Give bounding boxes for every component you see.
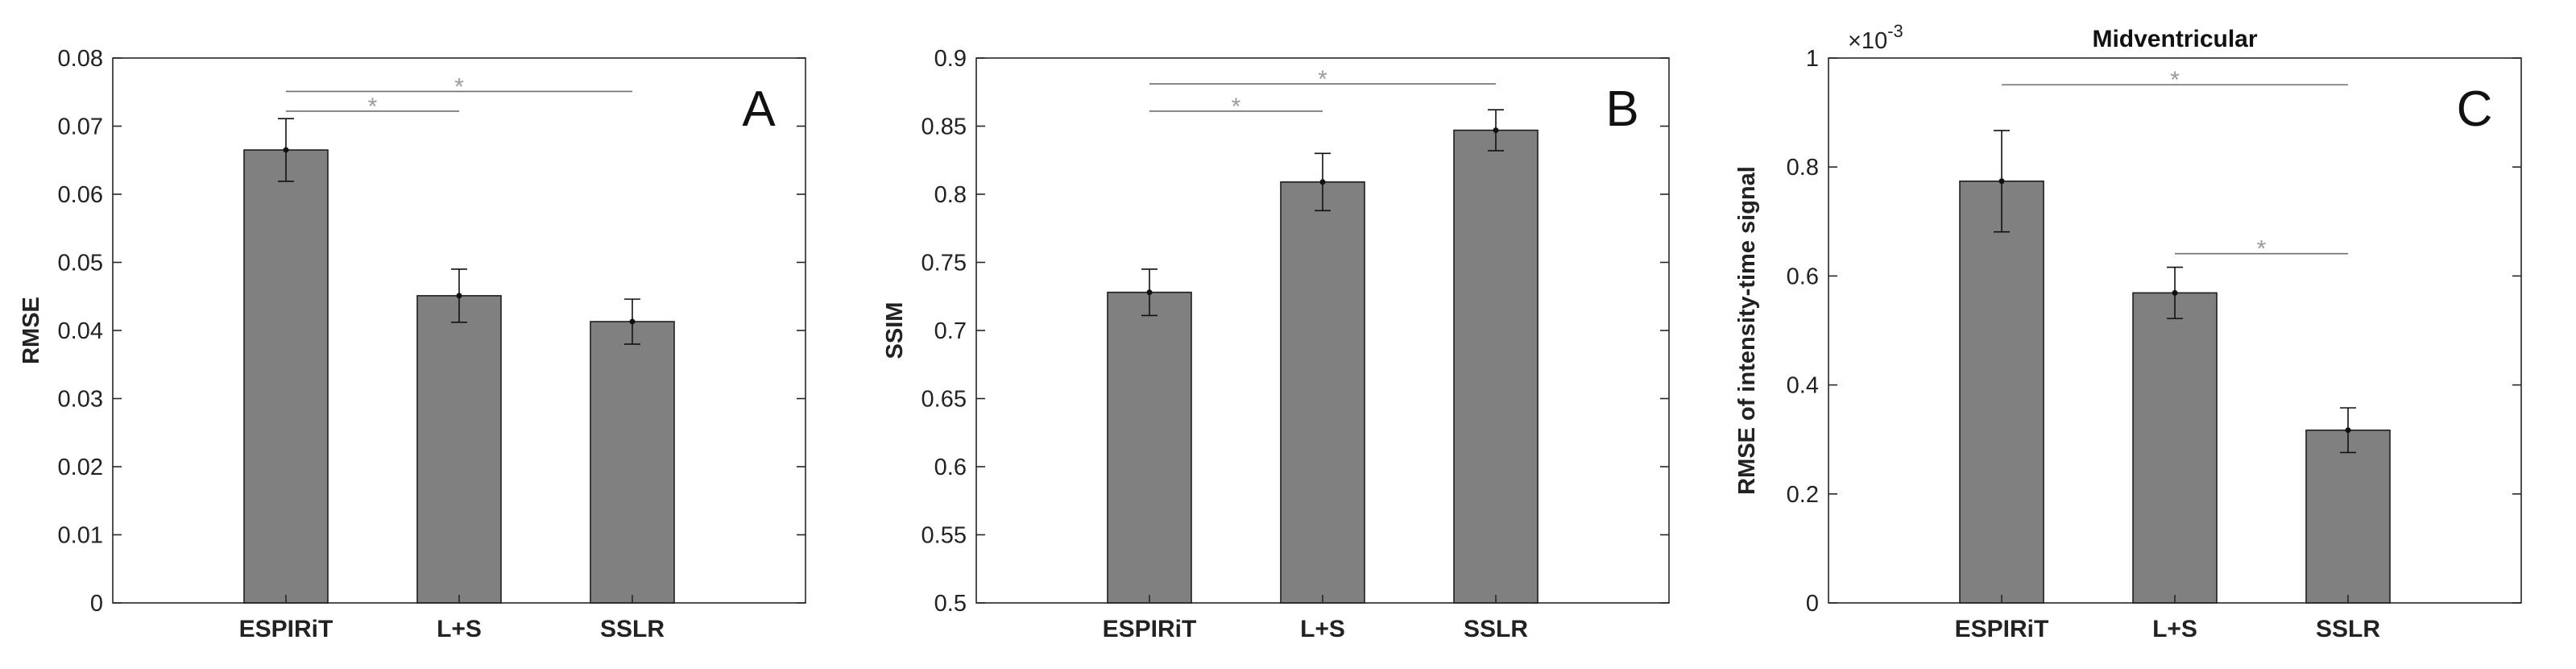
x-tick-label: SSLR (1464, 616, 1528, 642)
x-tick-label: SSLR (600, 616, 665, 642)
y-tick-label: 1 (1806, 46, 1819, 72)
bar-espirit (1959, 180, 2044, 604)
y-tick-label: 0.2 (1787, 482, 1819, 508)
significance-marker: * (368, 93, 378, 120)
y-tick-label: 0.01 (58, 523, 103, 549)
y-tick-label: 0.75 (921, 251, 967, 276)
y-axis-label: RMSE of intensity-time signal (1734, 166, 1760, 495)
x-tick-label: ESPIRiT (1103, 616, 1197, 642)
y-tick-label: 0 (1806, 591, 1819, 617)
significance-marker: * (454, 73, 464, 100)
mean-point (283, 147, 289, 153)
bar-espirit (243, 149, 329, 604)
chart-title: Midventricular (2092, 26, 2257, 52)
significance-marker: * (1232, 93, 1241, 120)
y-tick-label: 0.5 (934, 591, 967, 617)
panel-label: A (742, 81, 776, 137)
y-tick-label: 0.04 (58, 318, 103, 344)
bar-ls (2132, 292, 2218, 604)
x-tick-label: L+S (2152, 616, 2197, 642)
y-tick-label: 0.02 (58, 455, 103, 480)
y-tick-label: 0.06 (58, 182, 103, 208)
chart-panel-c: 0 0.2 0.4 0.6 0.8 1 ×10-3 RMSE of intensity-tim… (1734, 21, 2522, 642)
y-tick-label: 0 (90, 591, 103, 617)
bar-ls (416, 295, 502, 604)
y-axis-label: SSIM (882, 302, 908, 359)
mean-point (456, 293, 462, 299)
y-tick-label: 0.55 (921, 523, 967, 549)
panel-label: C (2457, 81, 2493, 137)
x-tick-label: ESPIRiT (1955, 616, 2049, 642)
x-tick-label: L+S (437, 616, 482, 642)
panel-label: B (1605, 81, 1638, 137)
chart-panel-b: 0.5 0.55 0.6 0.65 0.7 0.75 0.8 0.85 0.9 SSIM ESPIR… (882, 46, 1670, 642)
y-axis-exponent: ×10-3 (1848, 21, 1903, 54)
y-tick-label: 0.08 (58, 46, 103, 72)
y-tick-label: 0.6 (1787, 264, 1819, 289)
mean-point (2172, 289, 2178, 296)
y-tick-label: 0.07 (58, 114, 103, 140)
y-tick-label: 0.85 (921, 114, 967, 140)
x-tick-label: L+S (1300, 616, 1345, 642)
bar-ls (1280, 181, 1365, 604)
mean-point (1998, 178, 2005, 185)
bar-sslr (590, 321, 675, 604)
y-tick-label: 0.6 (934, 455, 967, 480)
mean-point (1493, 127, 1499, 134)
y-tick-label: 0.7 (934, 318, 967, 344)
y-tick-label: 0.05 (58, 251, 103, 276)
y-tick-label: 0.8 (934, 182, 967, 208)
bar-espirit (1107, 291, 1192, 604)
y-tick-label: 0.8 (1787, 155, 1819, 181)
y-tick-label: 0.4 (1787, 373, 1819, 399)
y-tick-label: 0.03 (58, 387, 103, 413)
mean-point (1319, 179, 1326, 185)
significance-marker: * (2170, 67, 2180, 93)
bar-sslr (1453, 129, 1539, 604)
mean-point (1146, 289, 1153, 296)
y-tick-label: 0.65 (921, 387, 967, 413)
bar-sslr (2305, 429, 2391, 604)
significance-marker: * (1318, 66, 1327, 93)
significance-marker: * (2257, 236, 2267, 263)
x-tick-label: ESPIRiT (239, 616, 333, 642)
x-tick-label: SSLR (2316, 616, 2380, 642)
y-axis-label: RMSE (19, 297, 44, 364)
mean-point (629, 318, 636, 325)
chart-panel-a: 0 0.01 0.02 0.03 0.04 0.05 0.06 0.07 0.08 RMSE ESP… (19, 46, 806, 642)
mean-point (2345, 427, 2351, 434)
y-tick-label: 0.9 (934, 46, 967, 72)
